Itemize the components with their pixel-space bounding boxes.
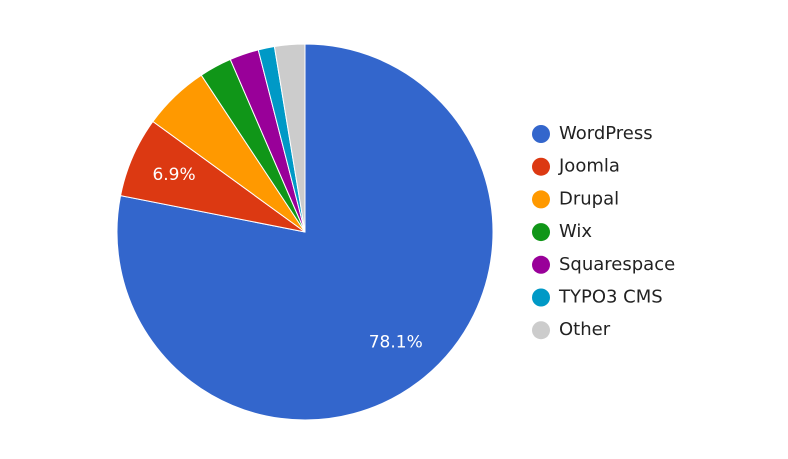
legend-label: Joomla — [558, 156, 620, 177]
pie-slice — [273, 43, 306, 233]
legend-swatch — [532, 157, 550, 176]
legend-label: TYPO3 CMS — [558, 287, 663, 308]
legend-swatch — [532, 255, 550, 274]
slice-label: 78.1% — [369, 332, 423, 352]
legend-swatch — [532, 125, 550, 143]
legend-swatch — [532, 223, 550, 242]
legend-label: Squarespace — [559, 254, 675, 275]
legend-swatch — [532, 288, 550, 307]
legend-label: Wix — [559, 221, 592, 242]
legend-label: Drupal — [559, 188, 619, 209]
legend-swatch — [532, 321, 550, 340]
legend-swatch — [532, 190, 550, 209]
slice-label: 6.9% — [152, 165, 195, 185]
legend-label: WordPress — [559, 123, 653, 144]
legend-label: Other — [559, 319, 611, 340]
